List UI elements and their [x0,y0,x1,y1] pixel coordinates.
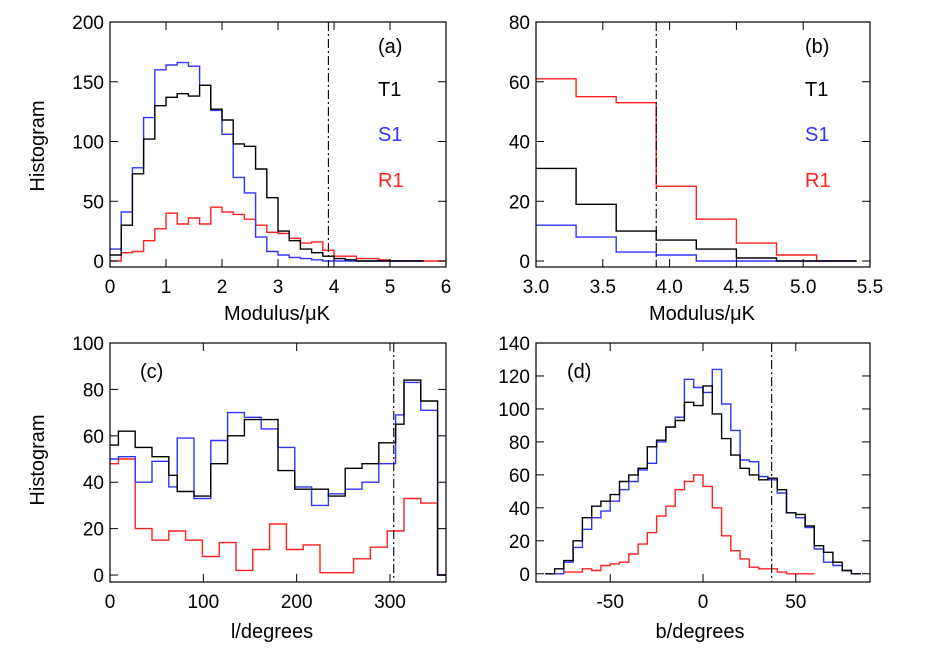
y-tick-label-d: 60 [509,466,530,487]
y-tick-label-a: 50 [83,192,104,213]
x-tick-label-b: 4.5 [723,277,749,298]
y-tick-label-d: 80 [509,433,530,454]
legend-s1-b: S1 [805,124,829,146]
x-tick-label-b: 4.0 [656,277,682,298]
y-tick-label-c: 20 [83,520,104,541]
y-tick-label-a: 0 [93,252,104,273]
series-r1-c [110,458,446,576]
series-t1-a [110,84,424,262]
y-tick-label-d: 120 [498,367,530,388]
x-tick-label-d: -50 [596,592,623,613]
y-tick-label-b: 80 [509,13,530,34]
series-s1-c [110,381,446,576]
y-axis-title-c: Histogram [27,414,49,505]
legend-s1-a: S1 [378,124,402,146]
y-tick-label-d: 20 [509,532,530,553]
legend-t1-a: T1 [378,79,401,101]
y-tick-label-b: 40 [509,133,530,154]
series-r1-a [110,206,446,262]
y-tick-label-c: 80 [83,380,104,401]
x-axis-title-b: Modulus/μK [649,303,756,325]
panel-label-a: (a) [378,36,402,58]
x-tick-label-c: 100 [187,592,219,613]
x-tick-label-b: 5.0 [790,277,816,298]
panel-label-d: (d) [567,361,591,383]
plot-frame-c [109,342,447,583]
panel-b: (b) T1 S1 R1 Modulus/μK 3.0 3.5 4.0 4.5 5.0 5… [509,13,883,325]
x-tick-label-c: 200 [281,592,313,613]
y-tick-label-c: 0 [93,566,104,587]
x-tick-label-b: 3.5 [590,277,616,298]
series-r1-d [545,474,815,575]
legend-t1-b: T1 [805,79,828,101]
y-tick-label-b: 60 [509,73,530,94]
panel-a: (a) T1 S1 R1 Modulus/μK Histogram 0 1 2 3 4 5… [27,13,451,325]
x-tick-label-a: 6 [441,277,452,298]
x-axis-title-c: l/degrees [231,621,313,643]
y-tick-label-d: 100 [498,400,530,421]
panel-label-c: (c) [140,361,163,383]
panel-d: (d) b/degrees -50 0 50 0 20 40 60 80 100 120 140 [498,334,871,643]
y-tick-label-d: 140 [498,334,530,355]
x-tick-label-b: 5.5 [857,277,883,298]
x-tick-label-d: 0 [698,592,709,613]
y-tick-label-a: 150 [72,73,104,94]
x-tick-label-a: 2 [217,277,228,298]
y-tick-label-b: 20 [509,192,530,213]
x-axis-title-d: b/degrees [656,621,745,643]
series-t1-c [110,379,446,576]
x-tick-label-a: 5 [385,277,396,298]
x-tick-label-d: 50 [785,592,806,613]
plot-frame-b [535,21,871,268]
x-tick-label-b: 3.0 [523,277,549,298]
y-tick-label-c: 40 [83,473,104,494]
x-tick-label-c: 0 [105,592,116,613]
y-tick-label-d: 40 [509,499,530,520]
y-tick-label-c: 60 [83,427,104,448]
y-axis-title-a: Histogram [27,100,49,191]
y-tick-label-c: 100 [72,334,104,355]
y-tick-label-d: 0 [519,565,530,586]
series-t1-d [545,385,861,575]
y-tick-label-b: 0 [519,252,530,273]
y-tick-label-a: 100 [72,133,104,154]
legend-r1-a: R1 [378,170,404,192]
series-t1-b [536,167,857,262]
x-tick-label-a: 4 [329,277,340,298]
x-tick-label-c: 300 [374,592,406,613]
x-tick-label-a: 3 [273,277,284,298]
x-tick-label-a: 1 [161,277,172,298]
y-tick-label-a: 200 [72,13,104,34]
series-r1-b [536,78,857,262]
legend-r1-b: R1 [805,170,831,192]
x-axis-title-a: Modulus/μK [224,303,331,325]
x-tick-label-a: 0 [105,277,116,298]
panel-c: (c) l/degrees Histogram 0 100 200 300 0 20 40 6… [27,334,447,643]
panel-label-b: (b) [805,36,829,58]
series-s1-a [110,61,424,262]
